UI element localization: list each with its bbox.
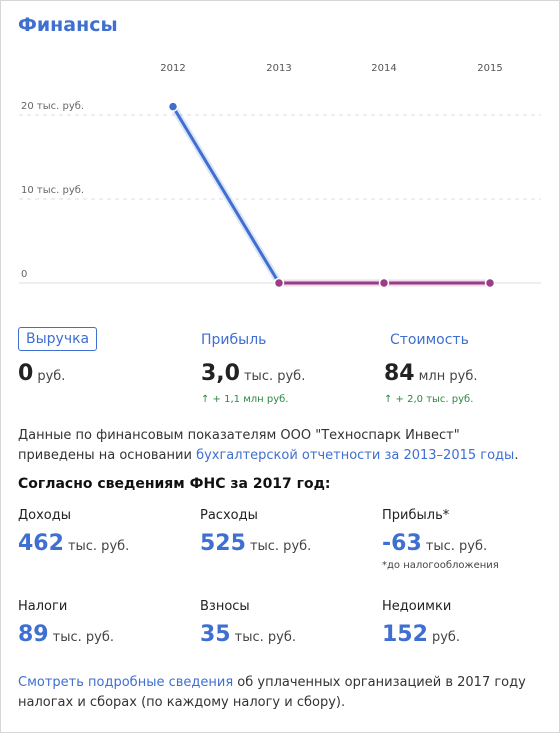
chart-lines: [169, 103, 494, 287]
revenue-value: 0 руб.: [18, 361, 97, 386]
profit-unit: тыс. руб.: [243, 369, 306, 384]
stat-number: 525 тыс. руб.: [200, 531, 311, 556]
details-link[interactable]: Смотреть подробные сведения: [18, 675, 234, 690]
revenue-amount: 0: [18, 361, 34, 386]
stat-number: 462 тыс. руб.: [18, 531, 129, 556]
stat-value: 525: [200, 531, 246, 556]
stat-taxes: Налоги 89 тыс. руб.: [18, 599, 114, 647]
section-title: Финансы: [18, 14, 118, 36]
profit-value: 3,0 тыс. руб.: [201, 361, 305, 386]
data-point[interactable]: [273, 277, 285, 289]
profit-amount: 3,0: [201, 361, 240, 386]
stat-profit: Прибыль* -63 тыс. руб. *до налогообложени…: [382, 508, 499, 571]
stat-unit: руб.: [431, 630, 461, 645]
stat-expenses: Расходы 525 тыс. руб.: [200, 508, 311, 556]
data-point[interactable]: [484, 277, 496, 289]
y-grid: 20 тыс. руб. 10 тыс. руб. 0: [19, 101, 541, 284]
revenue-unit: руб.: [37, 369, 66, 384]
fns-title: Согласно сведениям ФНС за 2017 год:: [18, 476, 331, 492]
y-tick-label: 0: [21, 269, 27, 280]
stat-label: Взносы: [200, 599, 250, 614]
stat-label: Прибыль*: [382, 508, 450, 523]
stat-unit: тыс. руб.: [67, 539, 130, 554]
value-value: 84 млн руб.: [384, 361, 477, 386]
stat-number: 89 тыс. руб.: [18, 622, 114, 647]
stat-label: Налоги: [18, 599, 68, 614]
finance-chart: 20 тыс. руб.10 тыс. руб.0 2012 2013 2014 20…: [19, 63, 541, 289]
value-tab[interactable]: Стоимость: [390, 332, 469, 348]
footer-note: Смотреть подробные сведения об уплаченны…: [18, 673, 538, 713]
value-unit: млн руб.: [418, 369, 478, 384]
stat-note: *до налогообложения: [382, 560, 499, 571]
value-delta: ↑ + 2,0 тыс. руб.: [384, 394, 474, 405]
stat-value: -63: [382, 531, 422, 556]
x-tick-label: 2013: [266, 63, 291, 74]
stat-unit: тыс. руб.: [52, 630, 114, 645]
stat-unit: тыс. руб.: [425, 539, 488, 554]
stat-unit: тыс. руб.: [234, 630, 296, 645]
accounting-link[interactable]: бухгалтерской отчетности за 2013–2015 го…: [196, 448, 515, 463]
stat-number: 152 руб.: [382, 622, 460, 647]
stat-contributions: Взносы 35 тыс. руб.: [200, 599, 296, 647]
y-tick-label: 20 тыс. руб.: [21, 101, 84, 112]
stat-number: -63 тыс. руб.: [382, 531, 499, 556]
value-amount: 84: [384, 361, 415, 386]
series-line: [171, 105, 281, 285]
metric-value: Стоимость 84 млн руб. ↑ + 2,0 тыс. руб.: [384, 332, 477, 405]
data-point[interactable]: [167, 101, 179, 112]
data-point[interactable]: [378, 277, 390, 289]
x-tick-label: 2014: [371, 63, 396, 74]
revenue-tab[interactable]: Выручка: [18, 327, 98, 351]
x-axis-labels: 2012 2013 2014 2015: [160, 63, 502, 74]
stat-arrears: Недоимки 152 руб.: [382, 599, 460, 647]
stat-value: 35: [200, 622, 231, 647]
stat-income: Доходы 462 тыс. руб.: [18, 508, 129, 556]
footer-text: об уплаченных организацией в 2017 году н…: [18, 675, 526, 710]
x-tick-label: 2015: [477, 63, 502, 74]
x-tick-label: 2012: [160, 63, 185, 74]
stat-value: 462: [18, 531, 64, 556]
stat-label: Доходы: [18, 508, 72, 523]
stat-value: 89: [18, 622, 49, 647]
stat-value: 152: [382, 622, 428, 647]
stat-label: Недоимки: [382, 599, 452, 614]
profit-tab[interactable]: Прибыль: [201, 332, 267, 348]
profit-delta: ↑ + 1,1 млн руб.: [201, 394, 289, 405]
stat-label: Расходы: [200, 508, 258, 523]
metric-profit: Прибыль 3,0 тыс. руб. ↑ + 1,1 млн руб.: [201, 332, 305, 405]
chart-points: [167, 101, 496, 289]
finance-description: Данные по финансовым показателям ООО "Те…: [18, 426, 538, 466]
description-text: Данные по финансовым показателям ООО "Те…: [18, 428, 460, 463]
y-tick-label: 10 тыс. руб.: [21, 185, 84, 196]
stat-number: 35 тыс. руб.: [200, 622, 296, 647]
description-end: .: [514, 448, 519, 463]
stat-unit: тыс. руб.: [249, 539, 312, 554]
metric-revenue: Выручка 0 руб.: [18, 327, 98, 386]
